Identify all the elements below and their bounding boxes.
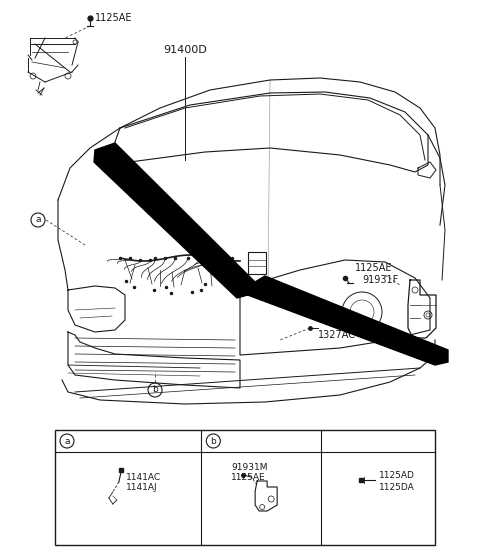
Text: 1125DA: 1125DA	[379, 482, 415, 492]
Text: 91400D: 91400D	[163, 45, 207, 55]
Text: 91931F: 91931F	[362, 275, 398, 285]
Text: 1125AE: 1125AE	[231, 472, 266, 482]
Text: 1125AE: 1125AE	[355, 263, 393, 273]
Text: 1125AE: 1125AE	[95, 13, 132, 23]
Text: 1327AC: 1327AC	[318, 330, 356, 340]
Text: a: a	[64, 436, 70, 446]
Text: 1141AJ: 1141AJ	[126, 483, 157, 492]
Text: 91931M: 91931M	[231, 462, 267, 472]
Polygon shape	[245, 276, 448, 365]
Text: b: b	[210, 436, 216, 446]
Text: 1125AD: 1125AD	[379, 471, 415, 480]
Text: a: a	[35, 215, 41, 225]
Bar	[248, 252, 266, 274]
Polygon shape	[94, 143, 258, 298]
Bar	[55, 430, 435, 545]
Text: b: b	[152, 386, 158, 395]
Text: 1141AC: 1141AC	[126, 473, 161, 482]
